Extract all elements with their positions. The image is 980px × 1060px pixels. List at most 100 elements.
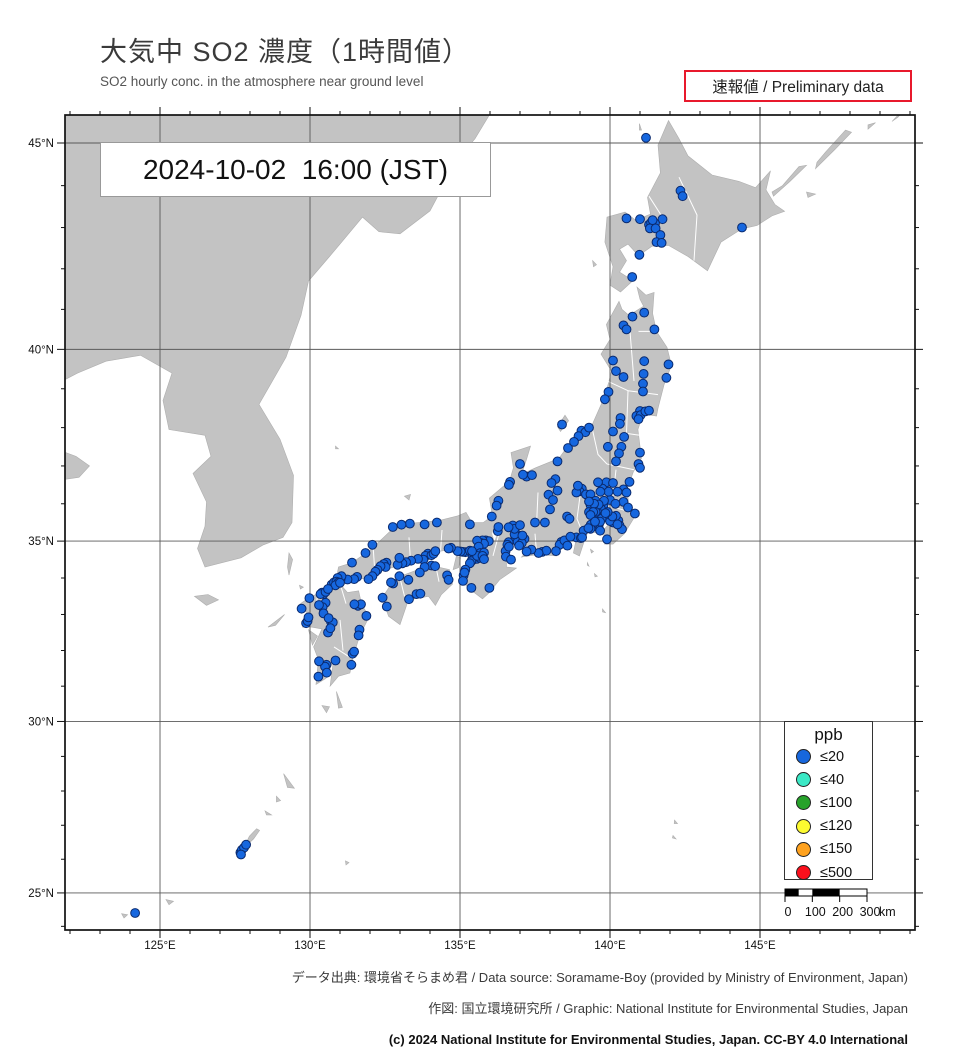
so2-station-dot xyxy=(314,600,324,610)
land-kuril-islet xyxy=(867,122,876,130)
legend-box: ppb ≤20 ≤40 ≤100 ≤120 ≤150 ≤500 xyxy=(784,721,873,881)
so2-station-dot xyxy=(611,366,621,377)
land-jeju xyxy=(193,594,220,606)
so2-station-dot xyxy=(608,355,618,366)
so2-station-dot xyxy=(624,477,635,487)
so2-station-dot xyxy=(403,574,414,585)
so2-station-dot xyxy=(565,531,576,542)
so2-station-dot xyxy=(443,543,454,554)
so2-station-dot xyxy=(304,593,315,603)
land-iki xyxy=(299,584,305,590)
land-rebun xyxy=(639,123,642,131)
so2-station-dot xyxy=(330,655,341,666)
so2-station-dot xyxy=(548,495,558,505)
station-dots-layer xyxy=(130,132,747,918)
legend-entry: ≤100 xyxy=(785,791,872,814)
land-iriomote xyxy=(121,913,129,919)
so2-station-dot xyxy=(314,656,324,667)
legend-threshold-label: ≤100 xyxy=(820,794,853,811)
so2-station-dot xyxy=(503,522,514,533)
so2-station-dot xyxy=(644,405,654,416)
so2-station-dot xyxy=(396,519,407,530)
so2-station-dot xyxy=(610,498,621,509)
so2-station-dot xyxy=(349,599,360,610)
legend-color-swatch xyxy=(796,795,811,811)
so2-station-dot xyxy=(367,539,378,550)
so2-station-dot xyxy=(650,223,661,234)
prefecture-border xyxy=(492,533,500,557)
axis-layer: 125°E 130°E 135°E 140°E 145°E 25°N 30°N 35°N 40°… xyxy=(28,107,923,952)
so2-station-dot xyxy=(577,532,587,543)
legend-threshold-label: ≤20 xyxy=(820,748,845,765)
footer-data-source: データ出典: 環境省そらまめ君 / Data source: Soramame-… xyxy=(291,970,908,985)
so2-station-dot xyxy=(386,577,396,588)
so2-station-dot xyxy=(491,500,502,511)
so2-station-dot xyxy=(656,238,667,248)
so2-station-dot xyxy=(600,508,611,518)
land-tanegashima xyxy=(336,691,343,709)
so2-station-dot xyxy=(657,214,668,225)
land-continent xyxy=(65,115,490,568)
so2-station-dot xyxy=(381,601,392,612)
so2-station-dot xyxy=(638,386,648,397)
so2-station-dot xyxy=(595,486,606,497)
so2-station-dot xyxy=(621,213,632,224)
so2-station-dot xyxy=(593,477,603,488)
prefecture-border xyxy=(629,325,635,381)
so2-station-dot xyxy=(563,443,573,453)
prefecture-border xyxy=(339,619,344,651)
so2-station-dot xyxy=(518,469,528,480)
so2-station-dot xyxy=(635,447,645,458)
so2-station-dot xyxy=(608,478,618,488)
so2-station-dot xyxy=(303,612,314,623)
so2-station-dot xyxy=(323,584,333,594)
so2-station-dot xyxy=(595,525,605,536)
so2-station-dot xyxy=(493,522,504,532)
land-izu-oshima xyxy=(590,548,595,554)
so2-station-dot xyxy=(618,372,629,382)
so2-station-dot xyxy=(552,456,563,467)
land-hahajima xyxy=(672,834,677,840)
page-title: 大気中 SO2 濃度（1時間値） xyxy=(100,37,471,67)
land-goto xyxy=(267,614,285,628)
so2-station-dot xyxy=(515,520,525,530)
so2-station-dot xyxy=(562,540,573,551)
so2-station-dot xyxy=(623,502,633,513)
so2-station-dot xyxy=(545,504,555,515)
lat-tick-label: 45°N xyxy=(28,138,54,150)
scale-bar-label: 100 xyxy=(805,905,826,919)
land-awaji xyxy=(452,555,461,571)
legend-entries: ≤20 ≤40 ≤100 ≤120 ≤150 ≤500 xyxy=(785,745,872,884)
so2-station-dot xyxy=(608,426,618,437)
so2-station-dot xyxy=(615,418,625,429)
land-iturup xyxy=(814,129,853,170)
so2-station-dot xyxy=(584,496,594,507)
prefecture-border xyxy=(399,577,405,597)
so2-station-dot xyxy=(663,359,674,370)
so2-station-dot xyxy=(387,522,398,532)
prefecture-border xyxy=(333,646,351,659)
so2-station-dot xyxy=(504,480,514,490)
so2-station-dot xyxy=(584,422,594,433)
so2-station-dot xyxy=(360,548,371,558)
legend-entry: ≤120 xyxy=(785,815,872,838)
so2-station-dot xyxy=(430,561,441,572)
lat-tick-label: 40°N xyxy=(28,344,54,356)
land-urup xyxy=(891,115,901,122)
so2-station-dot xyxy=(649,324,660,335)
scale-bar-label: 0 xyxy=(785,905,792,919)
timestamp-text: 2024-10-02 16:00 (JST) xyxy=(142,153,449,185)
so2-station-dot xyxy=(517,530,528,541)
land-daito xyxy=(345,860,350,866)
legend-entry: ≤20 xyxy=(785,745,872,768)
so2-station-dot xyxy=(321,667,332,678)
so2-station-dot xyxy=(583,523,594,533)
so2-station-dot xyxy=(236,849,246,860)
lat-tick-label: 30°N xyxy=(28,716,54,728)
land-miyakejima xyxy=(593,572,599,578)
so2-station-dot xyxy=(633,414,644,425)
so2-station-dot xyxy=(569,437,579,447)
so2-station-dot xyxy=(590,516,600,527)
so2-station-dot xyxy=(585,510,596,520)
so2-station-dot xyxy=(414,567,425,578)
